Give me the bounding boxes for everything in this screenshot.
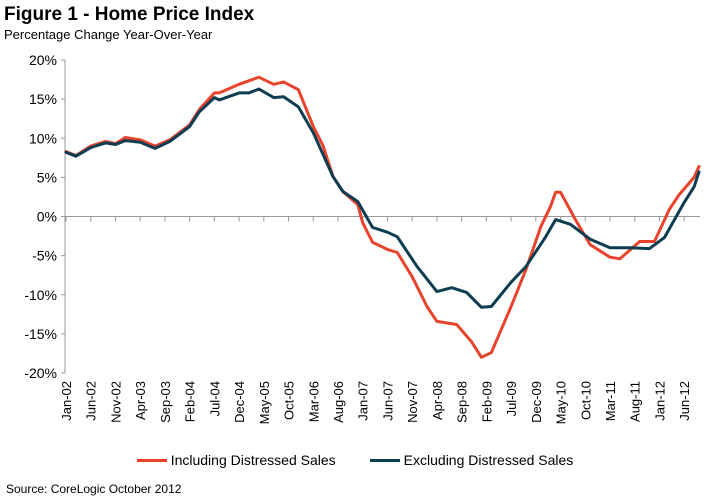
x-tick-label: Sep-08 xyxy=(455,381,470,423)
x-tick-label: Oct-05 xyxy=(282,381,297,420)
x-tick-label: Jun-02 xyxy=(84,381,99,421)
x-tick-label: Feb-09 xyxy=(479,381,494,422)
x-tick-label: Aug-11 xyxy=(628,381,643,422)
x-tick-label: Feb-04 xyxy=(183,381,198,422)
y-tick-label: 20% xyxy=(29,52,57,68)
legend-swatch-including xyxy=(136,458,167,462)
source-note: Source: CoreLogic October 2012 xyxy=(6,482,182,496)
y-tick-label: 0% xyxy=(37,209,57,225)
x-tick-label: Nov-02 xyxy=(108,381,123,423)
series-line-excluding xyxy=(64,87,701,309)
legend-swatch-excluding xyxy=(369,458,400,462)
x-tick-label: Dec-09 xyxy=(529,381,544,423)
x-tick-label: Mar-11 xyxy=(603,381,618,421)
y-tick-label: 10% xyxy=(29,130,57,146)
x-tick-label: Jan-02 xyxy=(59,381,74,421)
y-tick-label: -15% xyxy=(24,326,57,342)
x-tick-label: Dec-04 xyxy=(232,381,247,423)
x-tick-label: Jan-12 xyxy=(652,381,667,421)
x-tick-label: Jun-12 xyxy=(677,381,692,421)
x-tick-label: Mar-06 xyxy=(306,381,321,422)
legend-item-including: Including Distressed Sales xyxy=(136,452,336,468)
legend: Including Distressed Sales Excluding Dis… xyxy=(0,452,710,468)
y-tick-label: 5% xyxy=(37,169,57,185)
x-tick-label: Sep-03 xyxy=(158,381,173,423)
y-tick-label: -20% xyxy=(24,365,57,381)
y-tick-label: -5% xyxy=(32,248,57,264)
x-tick-label: Jul-04 xyxy=(207,381,222,416)
y-tick-label: -10% xyxy=(24,287,57,303)
y-tick-label: 15% xyxy=(29,91,57,107)
chart-subtitle: Percentage Change Year-Over-Year xyxy=(4,27,213,42)
x-tick-label: May-05 xyxy=(257,381,272,424)
x-tick-label: Jul-09 xyxy=(504,381,519,416)
x-tick-label: Jun-07 xyxy=(380,381,395,421)
x-tick-label: May-10 xyxy=(554,381,569,424)
x-tick-label: Aug-06 xyxy=(331,381,346,423)
x-tick-label: Oct-10 xyxy=(578,381,593,420)
legend-label-including: Including Distressed Sales xyxy=(170,452,336,468)
series-line-including xyxy=(64,75,701,359)
x-tick-label: Apr-03 xyxy=(133,381,148,420)
x-tick-label: Jan-07 xyxy=(356,381,371,421)
legend-label-excluding: Excluding Distressed Sales xyxy=(403,452,574,468)
legend-item-excluding: Excluding Distressed Sales xyxy=(369,452,574,468)
chart-title: Figure 1 - Home Price Index xyxy=(4,4,255,25)
x-tick-label: Nov-07 xyxy=(405,381,420,423)
x-tick-label: Apr-08 xyxy=(430,381,445,420)
